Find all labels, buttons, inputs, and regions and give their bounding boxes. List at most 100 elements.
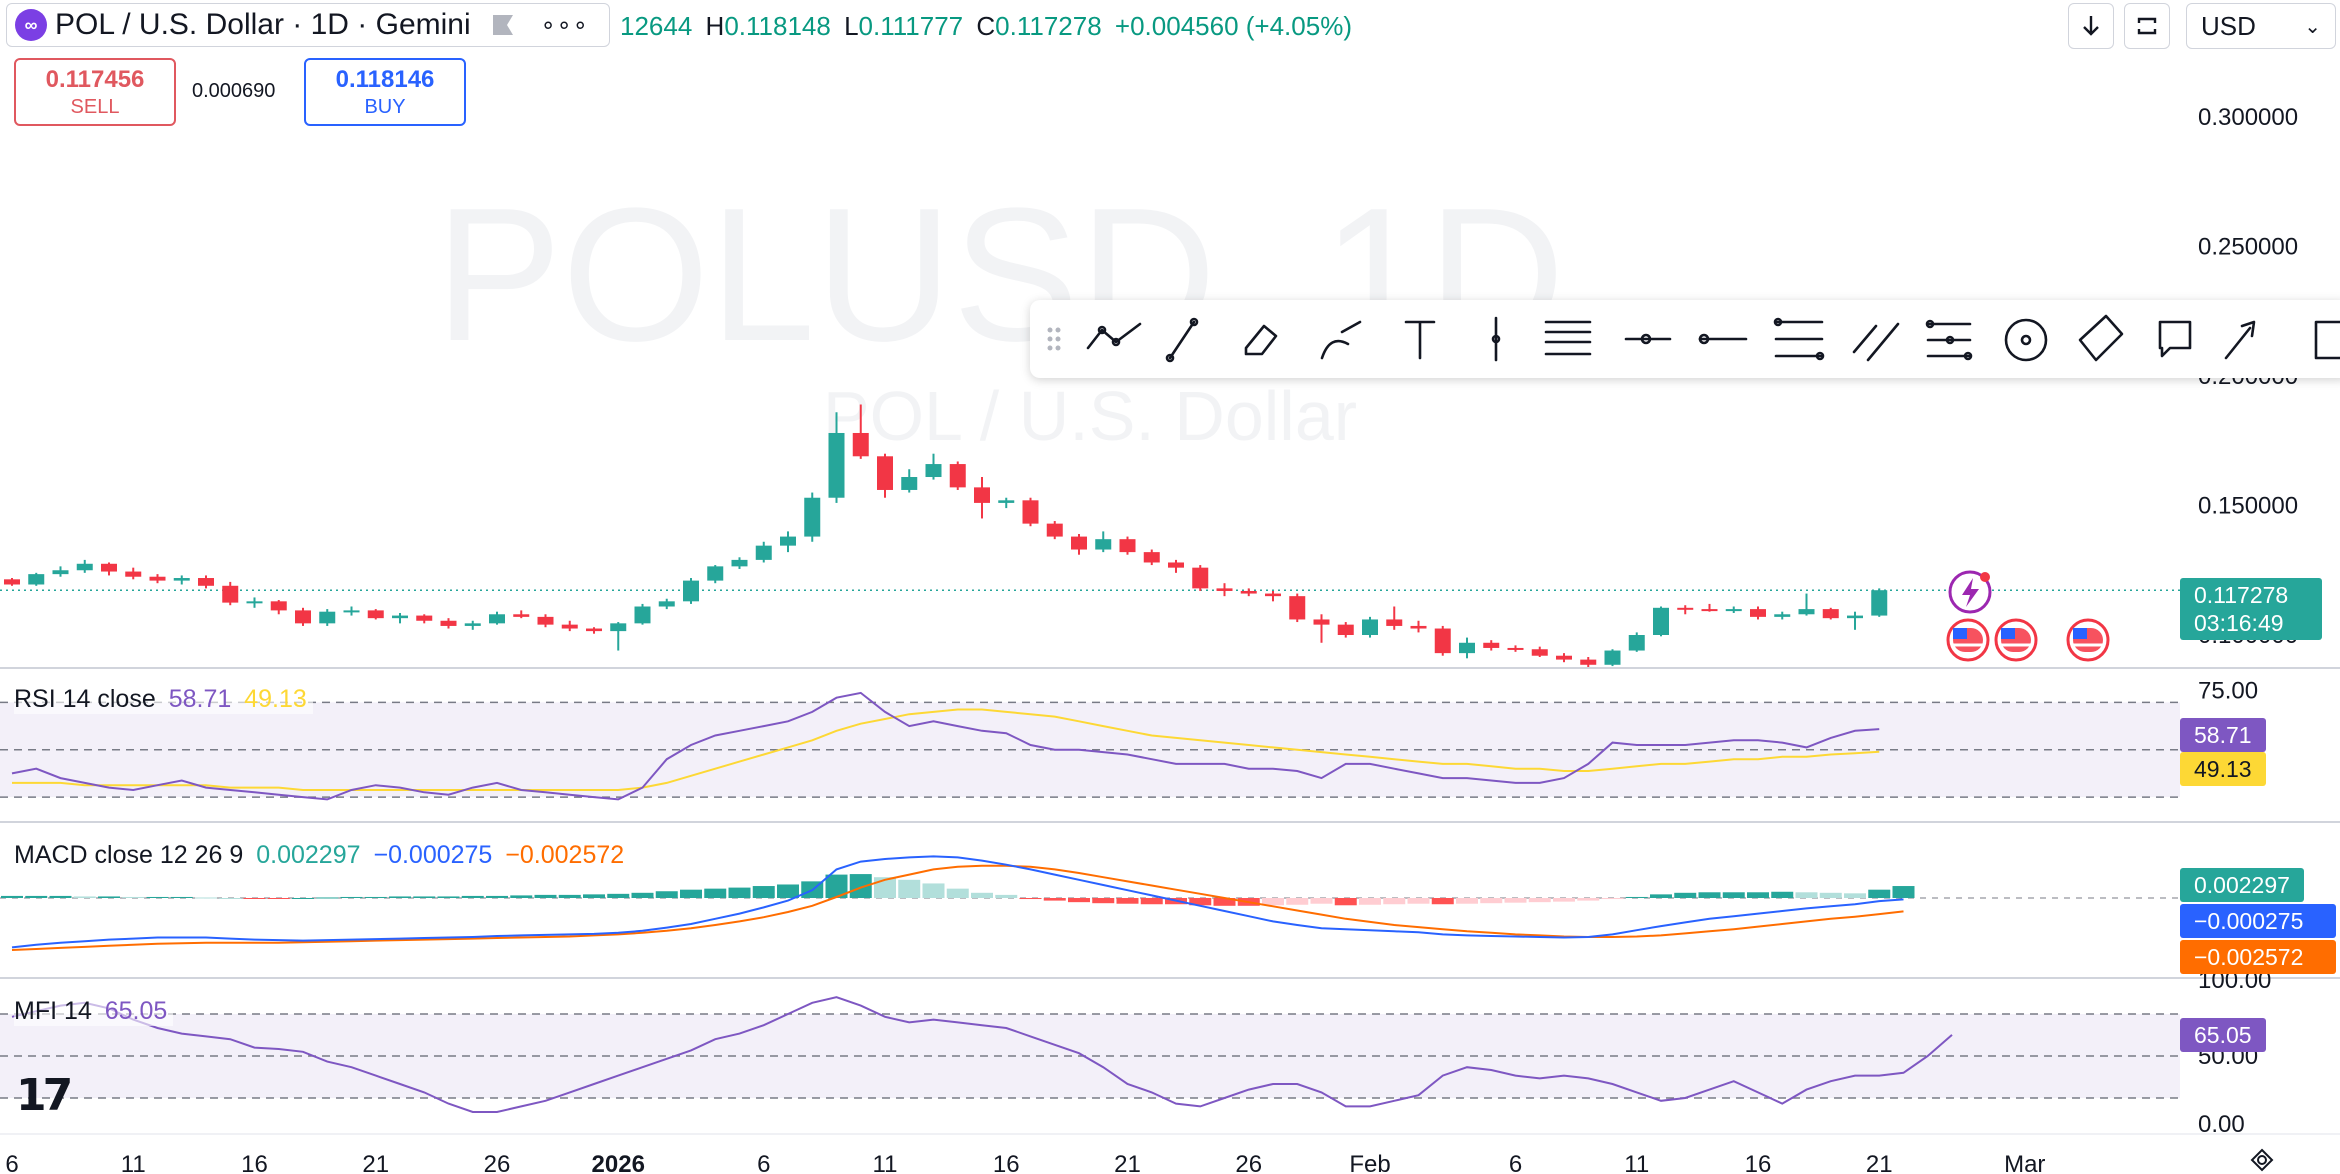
rsi-label: RSI 14 close bbox=[14, 685, 156, 713]
candle-body bbox=[974, 487, 990, 503]
us-flag-event-icon[interactable] bbox=[2066, 618, 2110, 662]
flag-icon[interactable] bbox=[491, 14, 517, 36]
macd-histogram-bar bbox=[73, 896, 96, 898]
high-value: 0.118148 bbox=[724, 11, 831, 41]
text-icon[interactable] bbox=[1404, 320, 1436, 360]
download-button[interactable] bbox=[2068, 3, 2114, 49]
drag-handle-icon[interactable] bbox=[1047, 327, 1061, 351]
candle-body bbox=[1289, 596, 1306, 620]
candle-body bbox=[198, 578, 214, 586]
macd-histogram-bar bbox=[340, 896, 363, 898]
macd-histogram-bar bbox=[1116, 898, 1139, 904]
tradingview-logo[interactable]: 17 bbox=[16, 1070, 73, 1121]
circle-icon[interactable] bbox=[2004, 318, 2048, 362]
trend-line-icon[interactable] bbox=[1086, 322, 1142, 350]
arrow-icon[interactable] bbox=[2224, 320, 2256, 360]
horizontal-line-icon[interactable] bbox=[1698, 333, 1748, 345]
brush-icon[interactable] bbox=[1320, 320, 1362, 360]
macd-histogram-bar bbox=[655, 891, 678, 898]
time-axis-label: 6 bbox=[5, 1151, 18, 1174]
candle-body bbox=[1531, 649, 1548, 656]
horizontal-lines-icon[interactable] bbox=[1544, 320, 1592, 356]
macd-histogram-bar bbox=[25, 895, 48, 898]
candle-body bbox=[949, 464, 966, 488]
candle-body bbox=[440, 620, 457, 626]
candle-body bbox=[998, 500, 1015, 503]
rectangle-icon[interactable] bbox=[2314, 320, 2340, 360]
vertical-line-icon[interactable] bbox=[1491, 316, 1501, 362]
time-axis-label: 26 bbox=[484, 1151, 511, 1174]
time-axis[interactable]: 6 11 16 21 26 2026 6 11 16 21 26 Feb 6 11 16 21 Mar bbox=[5, 1151, 2045, 1174]
line-icon[interactable] bbox=[1165, 317, 1199, 363]
macd-histogram-bar bbox=[1019, 898, 1042, 900]
time-axis-label: 11 bbox=[1624, 1151, 1649, 1174]
buy-button[interactable]: 0.118146 BUY bbox=[304, 58, 466, 126]
candle-body bbox=[561, 624, 578, 629]
drawing-toolbar bbox=[1030, 300, 2340, 378]
pitchfork-icon[interactable] bbox=[1925, 319, 1973, 361]
macd-histogram-bar bbox=[1844, 893, 1866, 898]
replay-button[interactable] bbox=[2124, 3, 2170, 49]
candle-body bbox=[731, 559, 748, 567]
candle-body bbox=[1046, 523, 1063, 537]
macd-histogram-bar bbox=[728, 887, 751, 898]
time-axis-label: 16 bbox=[241, 1151, 268, 1174]
candle-body bbox=[1265, 593, 1281, 597]
macd-histogram-bar bbox=[1480, 898, 1503, 904]
symbol-info[interactable]: ∞ POL / U.S. Dollar · 1D · Gemini ∘∘∘ bbox=[6, 3, 610, 47]
rsi-pane[interactable]: 75.00 bbox=[0, 677, 2258, 801]
horizontal-ray-icon[interactable] bbox=[1624, 333, 1672, 345]
symbol-title[interactable]: POL / U.S. Dollar · 1D · Gemini bbox=[55, 8, 471, 41]
macd-histogram-bar bbox=[1819, 892, 1842, 898]
rotated-rectangle-icon[interactable] bbox=[2078, 314, 2124, 362]
candle-body bbox=[1313, 619, 1330, 625]
callout-icon[interactable] bbox=[2158, 320, 2192, 358]
fib-retracement-icon[interactable] bbox=[1773, 317, 1825, 361]
candle-body bbox=[610, 623, 627, 632]
candle-body bbox=[804, 497, 821, 537]
candle-body bbox=[1459, 642, 1475, 654]
events-markers[interactable] bbox=[1946, 570, 2110, 662]
goto-settings-icon[interactable] bbox=[2250, 1148, 2274, 1172]
time-axis-label: Mar bbox=[2004, 1151, 2045, 1174]
candle-body bbox=[1871, 590, 1888, 616]
macd-histogram-bar bbox=[1722, 892, 1745, 898]
us-flag-event-icon[interactable] bbox=[1946, 618, 1990, 662]
signal-line bbox=[11, 864, 1904, 951]
rsi-axis-label: 75.00 bbox=[2198, 677, 2258, 704]
mfi-legend[interactable]: MFI 14 65.05 bbox=[14, 997, 174, 1026]
macd-histogram-bar bbox=[583, 894, 605, 898]
rsi-legend[interactable]: RSI 14 close 58.71 49.13 bbox=[14, 685, 313, 714]
more-dots-icon[interactable]: ∘∘∘ bbox=[540, 11, 589, 39]
sell-button[interactable]: 0.117456 SELL bbox=[14, 58, 176, 126]
macd-pane[interactable] bbox=[0, 855, 2180, 951]
candle-body bbox=[1022, 500, 1039, 524]
parallel-channel-icon[interactable] bbox=[1852, 322, 1900, 362]
buy-label: BUY bbox=[364, 96, 406, 118]
macd-legend[interactable]: MACD close 12 26 9 0.002297 −0.000275 −0… bbox=[14, 841, 631, 870]
currency-value: USD bbox=[2201, 10, 2256, 41]
currency-select[interactable]: USD ⌄ bbox=[2186, 3, 2336, 49]
candle-body bbox=[1483, 642, 1500, 648]
macd-histogram-bar bbox=[292, 898, 314, 899]
watermark-description: POL / U.S. Dollar bbox=[823, 377, 1357, 455]
candle-body bbox=[1774, 614, 1791, 617]
us-flag-event-icon[interactable] bbox=[1994, 618, 2038, 662]
candle-body bbox=[1071, 536, 1087, 550]
macd-histogram-bar bbox=[461, 895, 484, 898]
time-axis-label: 16 bbox=[993, 1151, 1020, 1174]
macd-line-legend-value: −0.000275 bbox=[373, 841, 493, 869]
time-axis-label: 11 bbox=[121, 1151, 146, 1174]
macd-histogram-bar bbox=[995, 894, 1018, 898]
candle-body bbox=[1725, 609, 1742, 612]
candle-body bbox=[1798, 609, 1815, 615]
candle-body bbox=[149, 576, 166, 581]
candle-body bbox=[1434, 628, 1451, 654]
eraser-icon[interactable] bbox=[1244, 324, 1278, 356]
time-axis-label: 6 bbox=[757, 1151, 770, 1174]
macd-histogram-bar bbox=[1892, 886, 1915, 898]
macd-histogram-bar bbox=[607, 893, 630, 898]
mfi-axis-label: 0.00 bbox=[2198, 1111, 2245, 1138]
